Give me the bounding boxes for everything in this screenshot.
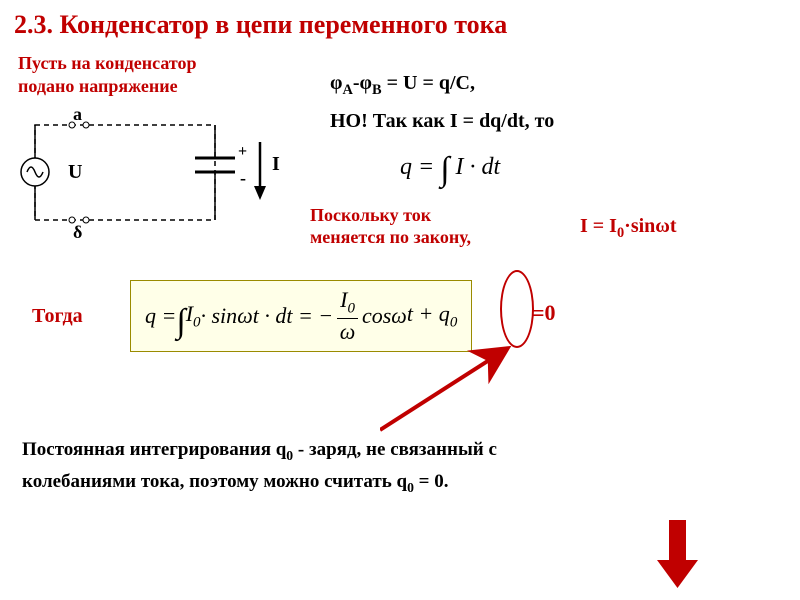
footnote-text: Постоянная интегрирования q0 - заряд, не… <box>22 435 762 498</box>
integral-sign-icon: ∫ <box>176 303 185 341</box>
eq1-text: φA-φB = U = q/C, <box>330 72 475 94</box>
eqbox-cos: cos <box>362 303 391 329</box>
arrow-to-q0 <box>380 340 530 440</box>
circuit-label-a: а <box>73 110 82 124</box>
eqbox-tdt: t · dt = − <box>253 303 333 329</box>
eqbox-fraction: I0 ω <box>337 289 358 343</box>
eqbox-omega2: ω <box>391 303 407 329</box>
equation-potential: φA-φB = U = q/C, <box>330 72 475 99</box>
integral-sign-icon: ∫ <box>440 151 449 188</box>
down-arrow-icon <box>655 520 700 590</box>
then-label: Тогда <box>32 305 83 328</box>
since-text: Поскольку ток меняется по закону, <box>310 205 471 248</box>
circuit-label-i: I <box>272 153 280 175</box>
eqbox-tq0: t + q0 <box>407 301 457 331</box>
eqbox-omega1: ω <box>237 303 253 329</box>
equation-integral-q: q = ∫ I · dt <box>400 145 500 183</box>
equation-derivative: НО! Так как I = dq/dt, то <box>330 110 554 133</box>
circuit-diagram: а δ U I + - <box>20 110 290 240</box>
eqbox-lhs: q = <box>145 303 176 329</box>
equals-zero-annotation: =0 <box>532 300 556 326</box>
eqbox-sin: · sin <box>201 303 238 329</box>
section-title: 2.3. Конденсатор в цепи переменного тока <box>0 0 800 46</box>
circuit-label-plus: + <box>238 143 247 160</box>
intro-text: Пусть на конденсатор подано напряжение <box>18 52 197 97</box>
circuit-label-b: δ <box>73 222 82 240</box>
highlight-circle <box>500 270 534 348</box>
eq3-rhs: I · dt <box>450 154 501 180</box>
eq3-lhs: q = <box>400 154 440 180</box>
equation-current-law: I = I0·sinωt <box>580 215 677 242</box>
circuit-label-minus: - <box>240 168 246 188</box>
eqbox-i0: I0 <box>186 301 201 331</box>
circuit-label-u: U <box>68 161 82 183</box>
